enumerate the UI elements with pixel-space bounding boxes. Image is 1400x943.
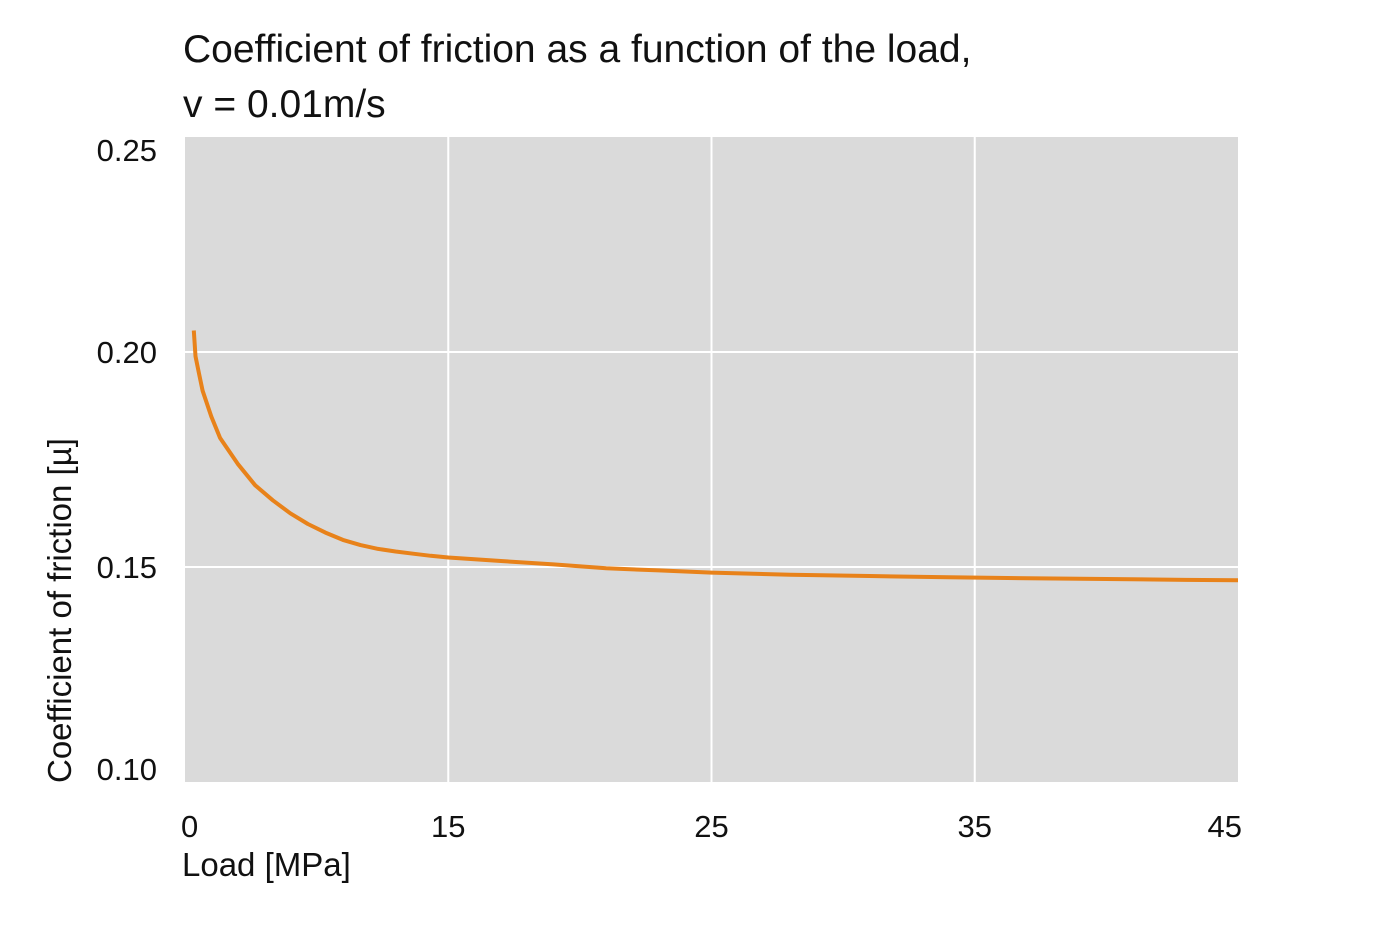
grid-lines xyxy=(185,137,1238,782)
series-layer xyxy=(191,330,1239,583)
y-axis-label: Coefficient of friction [µ] xyxy=(41,438,78,783)
chart-title-line-2: v = 0.01m/s xyxy=(183,83,386,126)
y-tick-label: 0.10 xyxy=(97,752,157,787)
chart-title-line-1: Coefficient of friction as a function of… xyxy=(183,28,972,71)
x-tick-label: 25 xyxy=(694,809,728,844)
x-tick-label: 45 xyxy=(1208,809,1242,844)
series-line xyxy=(191,330,1239,583)
chart-title: Coefficient of friction as a function of… xyxy=(183,22,1333,132)
x-tick-labels: 0 15 25 35 45 xyxy=(181,809,1242,844)
y-tick-labels: 0.10 0.15 0.20 0.25 xyxy=(97,133,157,787)
y-tick-label: 0.25 xyxy=(97,133,157,168)
y-tick-label: 0.20 xyxy=(97,335,157,370)
x-axis-label: Load [MPa] xyxy=(182,846,351,883)
x-tick-label: 0 xyxy=(181,809,198,844)
y-tick-label: 0.15 xyxy=(97,550,157,585)
x-tick-label: 15 xyxy=(431,809,465,844)
x-tick-label: 35 xyxy=(958,809,992,844)
